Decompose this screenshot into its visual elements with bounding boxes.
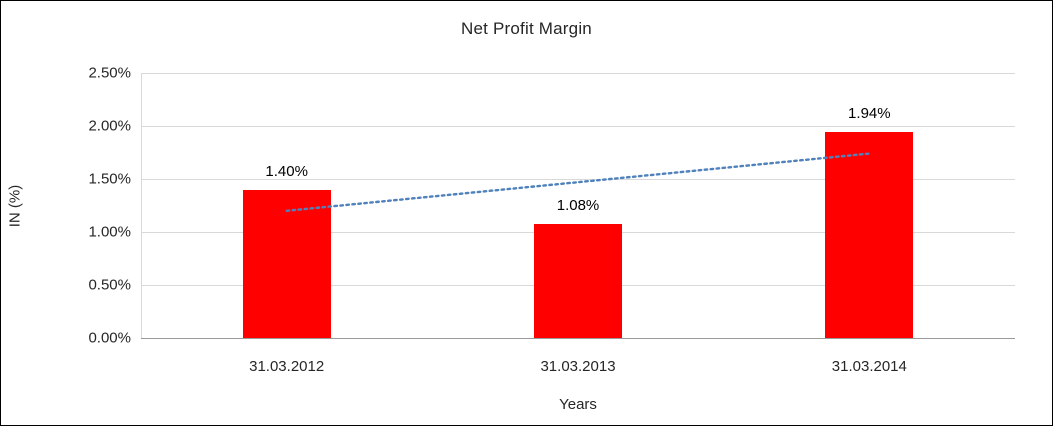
- bar-value-label: 1.08%: [556, 196, 600, 214]
- x-tick-label: 31.03.2013: [540, 358, 616, 375]
- y-tick-label: 1.50%: [88, 170, 131, 188]
- bar-value-label: 1.94%: [848, 105, 891, 123]
- y-axis-line: [141, 73, 142, 338]
- y-axis-title: IN (%): [6, 184, 24, 228]
- x-axis-title: Years: [559, 396, 597, 413]
- chart-title: Net Profit Margin: [461, 19, 592, 38]
- x-tick-label: 31.03.2012: [249, 358, 325, 375]
- y-tick-label: 2.00%: [88, 117, 131, 135]
- x-axis-line: [141, 338, 1015, 339]
- y-tick-label: 1.00%: [88, 223, 131, 241]
- y-tick-label: 0.50%: [88, 276, 131, 294]
- y-tick-label: 0.00%: [88, 329, 131, 347]
- bar: [242, 189, 331, 338]
- bar-value-label: 1.40%: [265, 162, 308, 180]
- bar: [534, 223, 622, 338]
- gridline: [141, 73, 1015, 74]
- y-tick-label: 2.50%: [88, 64, 131, 82]
- gridline: [141, 126, 1015, 127]
- bar: [825, 132, 914, 338]
- x-tick-label: 31.03.2014: [831, 358, 907, 375]
